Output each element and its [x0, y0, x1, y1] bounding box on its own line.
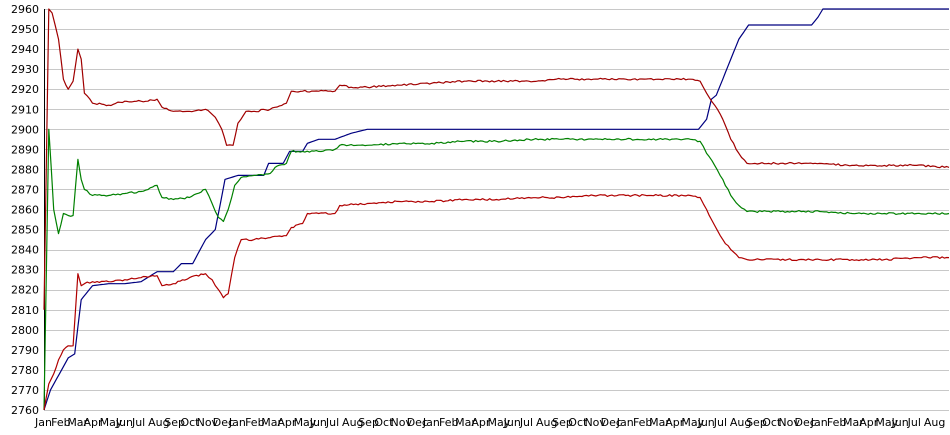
x-tick-label: Jul: [519, 416, 533, 429]
x-tick-label: Sep: [358, 416, 379, 429]
x-tick-label: Apr: [665, 416, 685, 429]
y-tick-label: 2870: [11, 183, 39, 196]
x-tick-label: Dec: [601, 416, 622, 429]
y-tick-label: 2780: [11, 364, 39, 377]
x-tick-label: Jan: [228, 416, 246, 429]
x-tick-label: Aug: [924, 416, 945, 429]
x-tick-label: Jun: [503, 416, 521, 429]
y-tick-label: 2840: [11, 244, 39, 257]
x-tick-label: Jun: [697, 416, 715, 429]
x-tick-label: Jul: [713, 416, 727, 429]
x-tick-label: Apr: [859, 416, 879, 429]
x-tick-label: Feb: [245, 416, 264, 429]
x-tick-label: Mar: [455, 416, 476, 429]
x-tick-label: Apr: [471, 416, 491, 429]
y-tick-label: 2810: [11, 304, 39, 317]
series-line-2: [43, 8, 950, 310]
x-tick-label: May: [294, 416, 317, 429]
x-tick-label: Jun: [891, 416, 909, 429]
x-tick-label: Apr: [277, 416, 297, 429]
y-tick-label: 2860: [11, 204, 39, 217]
x-tick-label: Aug: [536, 416, 557, 429]
y-axis-tick-labels: 2760 2770 2780 2790 2800 2810 2820 2830 2840 2850…: [11, 3, 39, 417]
x-tick-label: Jul: [907, 416, 921, 429]
y-tick-label: 2800: [11, 324, 39, 337]
x-tick-label: Mar: [67, 416, 88, 429]
x-tick-label: Oct: [374, 416, 394, 429]
x-tick-label: Mar: [649, 416, 670, 429]
x-tick-label: Aug: [148, 416, 169, 429]
y-tick-label: 2770: [11, 384, 39, 397]
y-tick-label: 2900: [11, 123, 39, 136]
x-tick-label: Aug: [730, 416, 751, 429]
y-tick-label: 2940: [11, 43, 39, 56]
x-tick-label: Nov: [197, 416, 219, 429]
x-tick-label: Jan: [810, 416, 828, 429]
x-tick-label: Jan: [34, 416, 52, 429]
y-tick-label: 2850: [11, 224, 39, 237]
x-tick-label: Jun: [115, 416, 133, 429]
x-tick-label: Nov: [391, 416, 413, 429]
y-tick-label: 2930: [11, 63, 39, 76]
series-line-1: [43, 8, 949, 411]
x-tick-label: Feb: [633, 416, 652, 429]
x-tick-label: Feb: [439, 416, 458, 429]
x-tick-label: Jul: [325, 416, 339, 429]
x-tick-label: Apr: [83, 416, 103, 429]
y-tick-label: 2910: [11, 103, 39, 116]
x-tick-label: Nov: [778, 416, 800, 429]
y-tick-label: 2790: [11, 344, 39, 357]
x-tick-label: May: [100, 416, 123, 429]
y-tick-label: 2880: [11, 163, 39, 176]
x-tick-label: Oct: [180, 416, 200, 429]
x-tick-label: Jan: [616, 416, 634, 429]
x-tick-label: Jun: [309, 416, 327, 429]
x-tick-label: May: [681, 416, 704, 429]
x-tick-label: Jan: [422, 416, 440, 429]
x-tick-label: Aug: [342, 416, 363, 429]
x-tick-label: Feb: [51, 416, 70, 429]
x-tick-label: Mar: [843, 416, 864, 429]
y-tick-label: 2830: [11, 264, 39, 277]
y-tick-label: 2920: [11, 83, 39, 96]
x-tick-label: Sep: [164, 416, 185, 429]
x-tick-label: Feb: [827, 416, 846, 429]
y-tick-label: 2960: [11, 3, 39, 16]
y-tick-label: 2950: [11, 23, 39, 36]
x-tick-label: Jul: [131, 416, 145, 429]
gridlines: [44, 9, 949, 411]
x-tick-label: May: [488, 416, 511, 429]
series-line-4: [43, 194, 950, 411]
x-tick-label: Oct: [762, 416, 782, 429]
x-tick-label: May: [875, 416, 898, 429]
x-tick-label: Oct: [568, 416, 588, 429]
y-tick-label: 2760: [11, 404, 39, 417]
x-tick-label: Sep: [552, 416, 573, 429]
series-lines: [43, 8, 950, 411]
x-tick-label: Nov: [584, 416, 606, 429]
x-tick-label: Sep: [746, 416, 767, 429]
x-tick-label: Dec: [407, 416, 428, 429]
series-line-3: [43, 128, 950, 411]
x-tick-label: Mar: [261, 416, 282, 429]
x-tick-label: Dec: [795, 416, 816, 429]
y-tick-label: 2890: [11, 143, 39, 156]
y-tick-label: 2820: [11, 284, 39, 297]
x-tick-label: Dec: [213, 416, 234, 429]
